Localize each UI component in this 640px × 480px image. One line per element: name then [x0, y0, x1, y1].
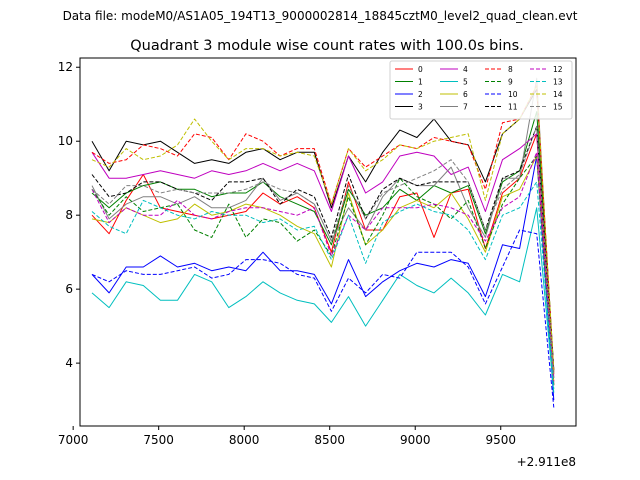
series-line-8 — [91, 85, 555, 375]
legend-label-9: 9 — [508, 78, 513, 87]
x-tick-label-8500: 8500 — [314, 433, 345, 447]
series-line-0 — [91, 133, 555, 386]
legend-label-7: 7 — [463, 103, 468, 112]
legend-box — [389, 60, 573, 120]
legend-label-13: 13 — [553, 78, 563, 87]
series-line-6 — [91, 155, 555, 382]
series-line-13 — [91, 181, 555, 390]
series-line-5 — [91, 207, 555, 393]
x-tick-label-7000: 7000 — [58, 433, 89, 447]
chart-title: Quadrant 3 module wise count rates with … — [130, 38, 524, 54]
legend-label-15: 15 — [553, 103, 563, 112]
series-line-10 — [91, 229, 555, 408]
series-line-15 — [91, 125, 555, 378]
legend-label-6: 6 — [463, 90, 468, 99]
series-line-2 — [91, 155, 555, 401]
legend-label-2: 2 — [418, 90, 423, 99]
x-axis-offset-label: +2.911e8 — [517, 455, 576, 469]
y-tick-label-12: 12 — [58, 60, 73, 74]
x-tick-label-9000: 9000 — [400, 433, 431, 447]
legend-label-3: 3 — [418, 103, 423, 112]
y-tick-label-10: 10 — [58, 134, 73, 148]
y-tick-label-6: 6 — [65, 282, 73, 296]
plot-lines — [91, 77, 555, 408]
x-tick-label-9500: 9500 — [485, 433, 516, 447]
y-tick-label-4: 4 — [65, 356, 73, 370]
legend-label-0: 0 — [418, 65, 423, 74]
y-tick-label-8: 8 — [65, 208, 73, 222]
x-axis: 7000 7500 8000 8500 9000 9500 — [58, 426, 516, 447]
legend-label-10: 10 — [508, 90, 518, 99]
legend-label-5: 5 — [463, 78, 468, 87]
legend-label-1: 1 — [418, 78, 423, 87]
data-file-suptitle: Data file: modeM0/AS1A05_194T13_90000028… — [63, 9, 578, 23]
legend-label-11: 11 — [508, 103, 518, 112]
y-axis: 4 6 8 10 12 — [58, 60, 80, 370]
series-line-14 — [91, 85, 555, 371]
series-line-12 — [91, 151, 555, 382]
legend-label-4: 4 — [463, 65, 468, 74]
x-tick-label-8000: 8000 — [229, 433, 260, 447]
series-line-4 — [91, 133, 555, 371]
legend-label-14: 14 — [553, 90, 563, 99]
axes-frame — [79, 57, 577, 427]
x-tick-label-7500: 7500 — [143, 433, 174, 447]
legend-label-12: 12 — [553, 65, 563, 74]
legend-label-8: 8 — [508, 65, 513, 74]
